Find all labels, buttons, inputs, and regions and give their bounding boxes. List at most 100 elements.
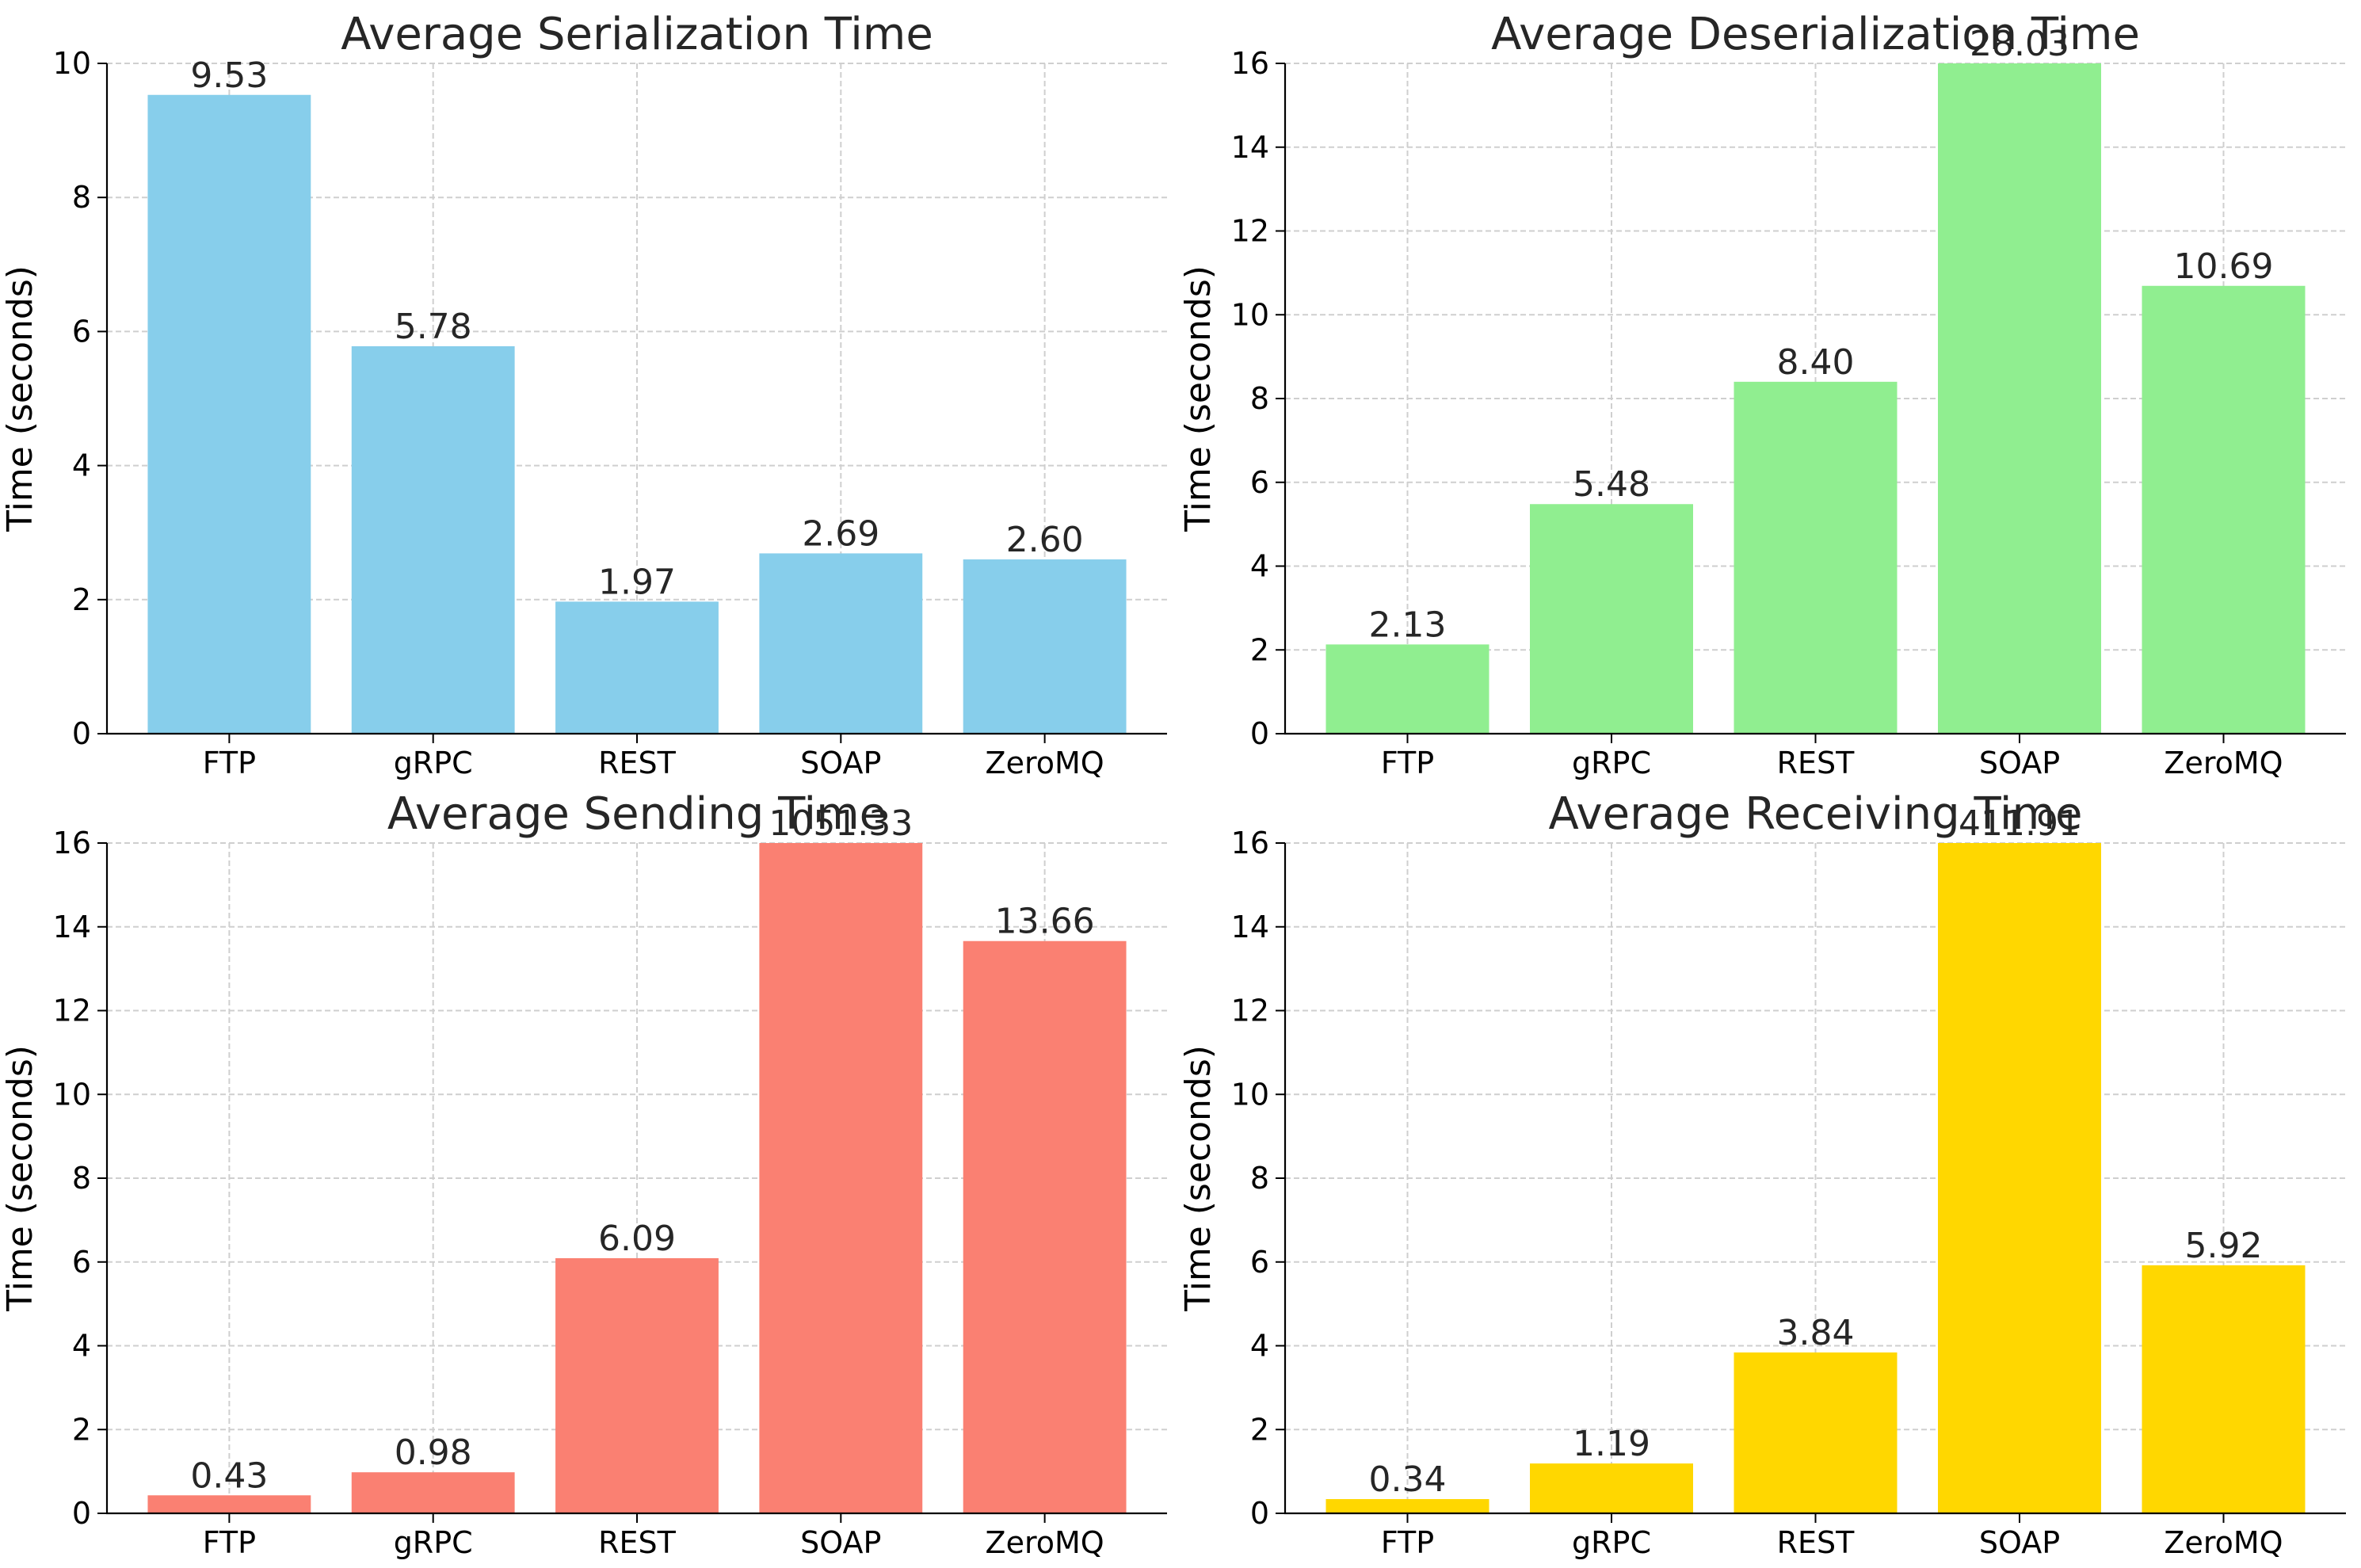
- y-tick-label: 4: [72, 1329, 91, 1364]
- bar-rest: [1734, 1352, 1898, 1513]
- bar-soap: [759, 553, 923, 734]
- bar-value-label: 3.84: [1777, 1313, 1855, 1353]
- bar-value-label: 0.98: [395, 1433, 472, 1473]
- y-tick-label: 12: [1231, 994, 1269, 1028]
- x-tick-label: gRPC: [1572, 1525, 1651, 1560]
- bar-grpc: [1530, 1463, 1693, 1513]
- y-tick-label: 8: [72, 180, 91, 215]
- x-tick-label: REST: [598, 746, 677, 780]
- y-tick-label: 14: [1231, 910, 1269, 944]
- bar-value-label: 5.78: [395, 307, 472, 347]
- y-tick-label: 8: [1250, 1161, 1269, 1196]
- bar-value-label: 1.19: [1573, 1424, 1650, 1464]
- x-tick-label: REST: [1777, 1525, 1856, 1560]
- bar-value-label: 2.60: [1006, 520, 1084, 560]
- bar-grpc: [351, 1472, 515, 1513]
- bar-rest: [555, 601, 719, 734]
- bar-ftp: [1325, 644, 1489, 734]
- bar-zeromq: [2142, 1265, 2306, 1513]
- y-tick-label: 6: [1250, 465, 1269, 500]
- bar-zeromq: [2142, 285, 2306, 734]
- x-tick-label: FTP: [1381, 746, 1434, 780]
- y-tick-label: 2: [72, 1412, 91, 1447]
- bar-soap: [1938, 843, 2101, 1513]
- y-tick-label: 4: [72, 448, 91, 483]
- chart-title: Average Deserialization Time: [1491, 9, 2140, 60]
- bar-value-label: 5.48: [1573, 464, 1650, 505]
- x-tick-label: gRPC: [1572, 746, 1651, 780]
- y-axis-title: Time (seconds): [1178, 265, 1219, 532]
- x-tick-label: SOAP: [1979, 1525, 2060, 1560]
- y-tick-label: 10: [53, 1077, 91, 1112]
- bar-rest: [1734, 381, 1898, 734]
- bar-value-label: 1.97: [598, 562, 676, 602]
- y-tick-label: 16: [1231, 46, 1269, 81]
- y-tick-label: 2: [1250, 1412, 1269, 1447]
- x-tick-label: REST: [598, 1525, 677, 1560]
- y-tick-label: 0: [1250, 1496, 1269, 1531]
- y-tick-label: 14: [1231, 130, 1269, 165]
- x-tick-label: gRPC: [394, 746, 473, 780]
- x-tick-label: SOAP: [800, 1525, 881, 1560]
- bar-value-label: 8.40: [1777, 342, 1855, 383]
- bar-value-label: 13.66: [995, 902, 1095, 942]
- y-tick-label: 16: [1231, 826, 1269, 860]
- bar-value-label: 0.34: [1369, 1459, 1447, 1500]
- bar-soap: [1938, 63, 2101, 734]
- bar-value-label: 6.09: [598, 1219, 676, 1259]
- x-tick-label: FTP: [203, 746, 256, 780]
- x-tick-label: ZeroMQ: [2164, 1525, 2283, 1560]
- x-tick-label: FTP: [1381, 1525, 1434, 1560]
- bar-value-label: 10.69: [2174, 246, 2274, 287]
- bar-ftp: [1325, 1499, 1489, 1513]
- y-tick-label: 4: [1250, 1329, 1269, 1364]
- bar-value-label: 9.53: [190, 55, 268, 96]
- y-tick-label: 10: [1231, 1077, 1269, 1112]
- bar-value-label: 28.03: [1970, 24, 2069, 64]
- y-tick-label: 6: [72, 1245, 91, 1280]
- bar-ftp: [147, 94, 311, 734]
- bar-ftp: [147, 1495, 311, 1513]
- bar-value-label: 2.69: [802, 513, 879, 554]
- y-tick-label: 8: [72, 1161, 91, 1196]
- bar-value-label: 1051.33: [769, 803, 913, 844]
- x-tick-label: FTP: [203, 1525, 256, 1560]
- x-tick-label: REST: [1777, 746, 1856, 780]
- y-tick-label: 6: [1250, 1245, 1269, 1280]
- y-tick-label: 16: [53, 826, 91, 860]
- y-tick-label: 4: [1250, 549, 1269, 584]
- chart-title: Average Receiving Time: [1549, 788, 2083, 840]
- x-tick-label: SOAP: [800, 746, 881, 780]
- y-axis-title: Time (seconds): [0, 1045, 40, 1312]
- chart-title: Average Serialization Time: [341, 9, 933, 60]
- y-tick-label: 12: [1231, 214, 1269, 249]
- x-tick-label: ZeroMQ: [986, 746, 1104, 780]
- x-tick-label: gRPC: [394, 1525, 473, 1560]
- y-tick-label: 10: [53, 46, 91, 81]
- subplot-1: 9.53 5.78 1.97 2.69 2.60 0 2 4 6 8 10 FTP gRPC REST SO…: [0, 9, 1167, 780]
- subplot-3: 0.43 0.98 6.09 1051.33 13.66 0 2 4 6 8 10 12 14 16 FTP…: [0, 788, 1167, 1560]
- bar-grpc: [351, 346, 515, 734]
- bar-grpc: [1530, 504, 1693, 734]
- y-tick-label: 10: [1231, 297, 1269, 332]
- y-tick-label: 6: [72, 314, 91, 349]
- bar-zeromq: [963, 940, 1127, 1513]
- bar-soap: [759, 843, 923, 1513]
- subplot-2: 2.13 5.48 8.40 28.03 10.69 0 2 4 6 8 10 12 14 16 FTP gR…: [1178, 9, 2346, 780]
- y-tick-label: 0: [1250, 716, 1269, 751]
- subplot-4: 0.34 1.19 3.84 411.91 5.92 0 2 4 6 8 10 12 14 16 FTP gR…: [1178, 788, 2346, 1560]
- bar-value-label: 0.43: [190, 1455, 268, 1496]
- bar-zeromq: [963, 559, 1127, 734]
- y-tick-label: 12: [53, 994, 91, 1028]
- bar-value-label: 5.92: [2185, 1226, 2263, 1266]
- y-tick-label: 0: [72, 1496, 91, 1531]
- y-tick-label: 0: [72, 716, 91, 751]
- bar-value-label: 411.91: [1959, 803, 2081, 844]
- y-axis-title: Time (seconds): [1178, 1045, 1219, 1312]
- y-tick-label: 14: [53, 910, 91, 944]
- bar-value-label: 2.13: [1369, 605, 1447, 645]
- x-tick-label: ZeroMQ: [2164, 746, 2283, 780]
- bar-rest: [555, 1257, 719, 1513]
- y-tick-label: 2: [1250, 632, 1269, 667]
- chart-title: Average Sending Time: [387, 788, 887, 840]
